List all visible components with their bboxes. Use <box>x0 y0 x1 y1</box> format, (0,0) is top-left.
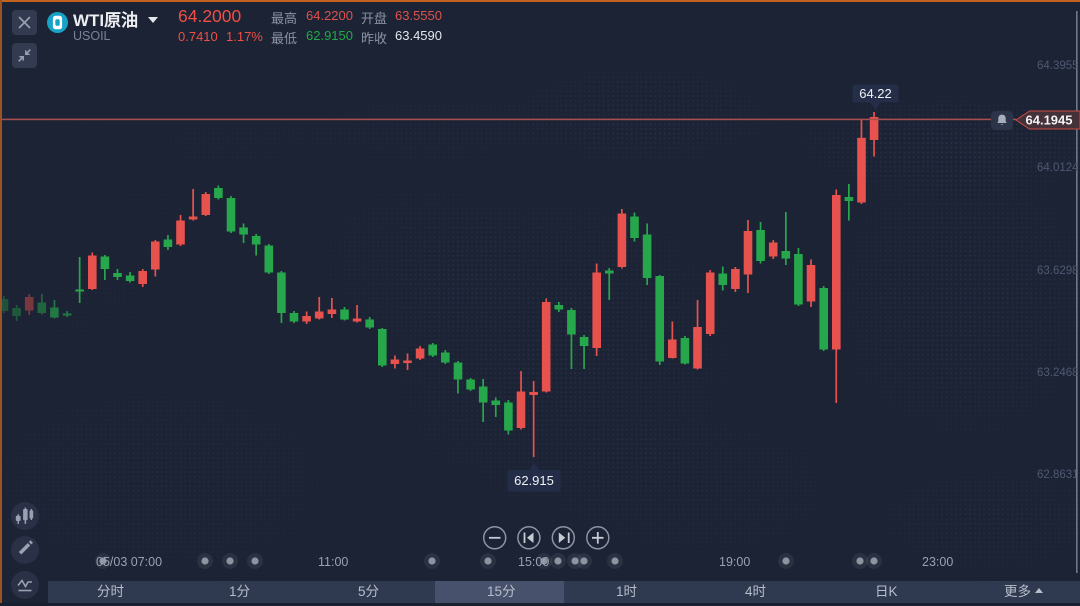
svg-text:64.22: 64.22 <box>859 86 892 101</box>
svg-text:64.1945: 64.1945 <box>1026 113 1073 128</box>
svg-text:62.915: 62.915 <box>514 473 554 488</box>
